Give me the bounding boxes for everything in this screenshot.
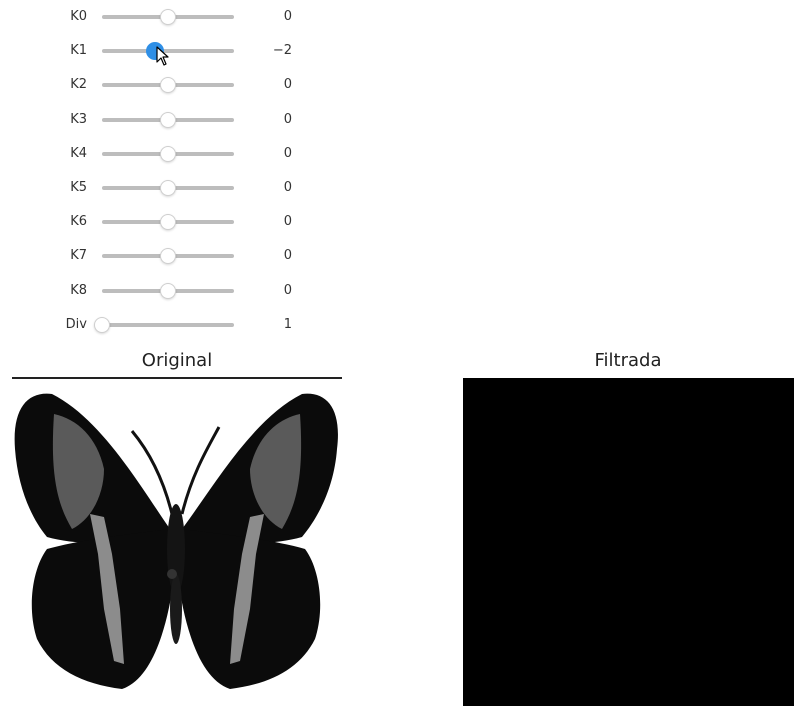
original-title: Original — [141, 350, 213, 371]
slider-row-div: Div 1 — [0, 312, 320, 338]
slider-track-k0[interactable] — [102, 9, 234, 25]
slider-track-k2[interactable] — [102, 77, 234, 94]
slider-label: K2 — [70, 77, 87, 93]
slider-label: K8 — [70, 282, 87, 298]
slider-thumb-k5[interactable] — [160, 180, 176, 196]
original-axis-rule — [12, 377, 342, 379]
slider-value: 0 — [283, 9, 292, 24]
slider-label: K1 — [70, 43, 87, 59]
slider-label: K7 — [70, 248, 87, 264]
slider-value: 0 — [283, 111, 292, 127]
slider-row-k6: K6 0 — [0, 209, 320, 235]
slider-thumb-k4[interactable] — [160, 145, 176, 162]
slider-track-k8[interactable] — [102, 282, 234, 299]
slider-thumb-k6[interactable] — [160, 214, 176, 231]
slider-track-div[interactable] — [94, 316, 234, 333]
slider-track-k7[interactable] — [102, 248, 234, 265]
slider-row-k0: K0 0 — [0, 4, 320, 30]
slider-thumb-k7[interactable] — [160, 248, 176, 265]
slider-value: 0 — [283, 282, 292, 298]
slider-label: K6 — [70, 214, 87, 230]
slider-track-k4[interactable] — [102, 145, 234, 162]
slider-value: 1 — [283, 316, 292, 332]
filtered-image — [463, 378, 794, 706]
slider-value: 0 — [283, 214, 292, 230]
slider-thumb-div[interactable] — [94, 316, 110, 333]
slider-value: 0 — [283, 145, 292, 161]
slider-value: −2 — [272, 43, 292, 59]
slider-row-k1: K1 −2 — [0, 38, 320, 64]
slider-label: K3 — [70, 111, 87, 127]
slider-thumb-k0[interactable] — [160, 9, 176, 25]
slider-row-k2: K2 0 — [0, 72, 320, 98]
slider-track-k5[interactable] — [102, 180, 234, 196]
slider-thumb-k2[interactable] — [160, 77, 176, 94]
slider-thumb-k3[interactable] — [160, 111, 176, 128]
slider-row-k5: K5 0 — [0, 175, 320, 201]
slider-row-k8: K8 0 — [0, 278, 320, 304]
slider-label: K4 — [70, 145, 87, 161]
slider-track-k1[interactable] — [102, 42, 234, 61]
slider-value: 0 — [283, 77, 292, 93]
original-butterfly-image — [12, 379, 342, 709]
slider-value: 0 — [283, 248, 292, 264]
slider-row-k4: K4 0 — [0, 141, 320, 167]
slider-thumb-k8[interactable] — [160, 282, 176, 299]
slider-track-k3[interactable] — [102, 111, 234, 128]
slider-label: K0 — [70, 9, 87, 24]
slider-thumb-k1[interactable] — [145, 42, 164, 61]
slider-value: 0 — [283, 180, 292, 195]
butterfly-image — [14, 393, 338, 689]
slider-row-k7: K7 0 — [0, 243, 320, 269]
slider-row-k3: K3 0 — [0, 107, 320, 133]
slider-track-k6[interactable] — [102, 214, 234, 231]
slider-label: Div — [65, 316, 87, 332]
filtered-title: Filtrada — [594, 350, 662, 371]
slider-label: K5 — [70, 180, 87, 195]
